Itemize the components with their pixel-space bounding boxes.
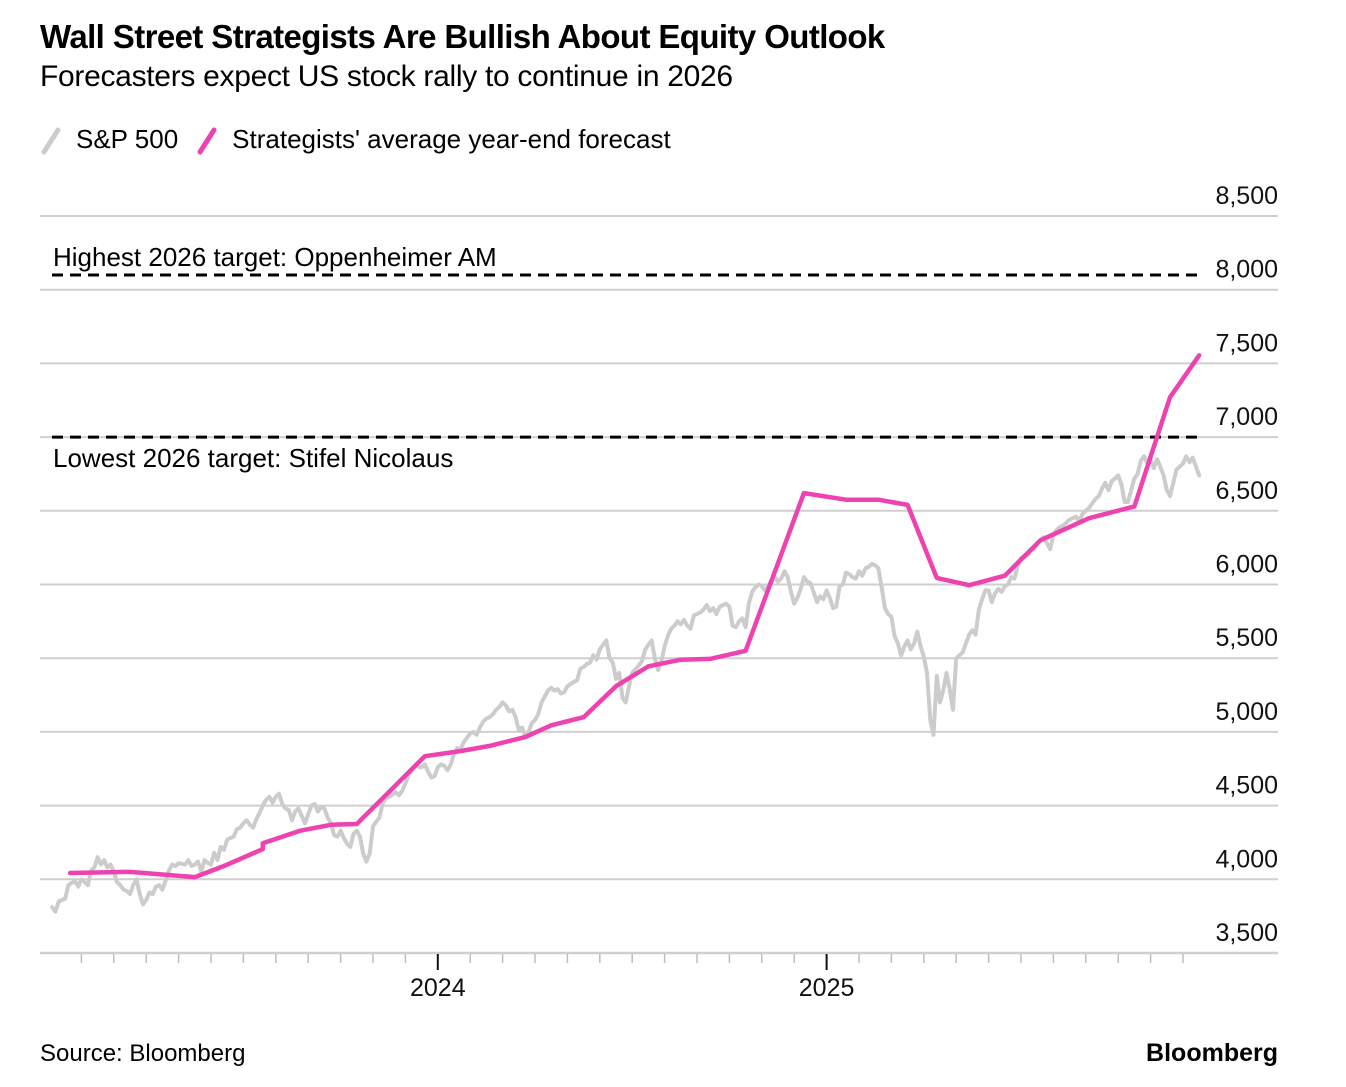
- y-tick-label: 6,000: [1215, 551, 1278, 579]
- y-tick-label: 3,500: [1215, 919, 1278, 947]
- y-tick-label: 6,500: [1215, 477, 1278, 505]
- y-tick-label: 7,500: [1215, 329, 1278, 357]
- series-lines: [50, 353, 1202, 914]
- x-tick-label: 2025: [799, 974, 855, 1002]
- y-tick-label: 8,500: [1215, 182, 1278, 210]
- y-tick-label: 4,000: [1215, 845, 1278, 873]
- brand-logo: Bloomberg: [1146, 1039, 1278, 1067]
- y-tick-label: 7,000: [1215, 403, 1278, 431]
- x-axis: 2024 2025: [80, 954, 1184, 1002]
- source-note: Source: Bloomberg: [40, 1040, 246, 1067]
- x-tick-label: 2024: [410, 974, 466, 1002]
- legend-item-forecast: Strategists' average year-end forecast: [196, 124, 671, 155]
- chart-title: Wall Street Strategists Are Bullish Abou…: [40, 18, 885, 55]
- chart-subtitle: Forecasters expect US stock rally to con…: [40, 60, 733, 93]
- y-tick-label: 5,500: [1215, 624, 1278, 652]
- forecast-line: [67, 353, 1202, 880]
- y-tick-label: 8,000: [1215, 256, 1278, 284]
- legend-swatch-forecast-icon: [197, 127, 217, 154]
- reference-line-label: Lowest 2026 target: Stifel Nicolaus: [53, 443, 453, 473]
- reference-lines: Highest 2026 target: Oppenheimer AM Lowes…: [52, 242, 1200, 473]
- y-tick-label: 4,500: [1215, 772, 1278, 800]
- legend-label-sp500: S&P 500: [76, 124, 179, 154]
- legend-label-forecast: Strategists' average year-end forecast: [232, 124, 671, 154]
- gridlines: [40, 215, 1278, 955]
- y-tick-label: 5,000: [1215, 698, 1278, 726]
- legend: S&P 500 Strategists' average year-end fo…: [40, 124, 689, 155]
- sp500-line: [50, 454, 1202, 914]
- legend-item-sp500: S&P 500: [40, 124, 178, 155]
- y-axis-ticks: 3,500 4,000 4,500 5,000 5,500 6,000 6,500 7,000…: [1215, 182, 1278, 947]
- reference-line-label: Highest 2026 target: Oppenheimer AM: [53, 242, 497, 272]
- legend-swatch-sp500-icon: [41, 127, 61, 154]
